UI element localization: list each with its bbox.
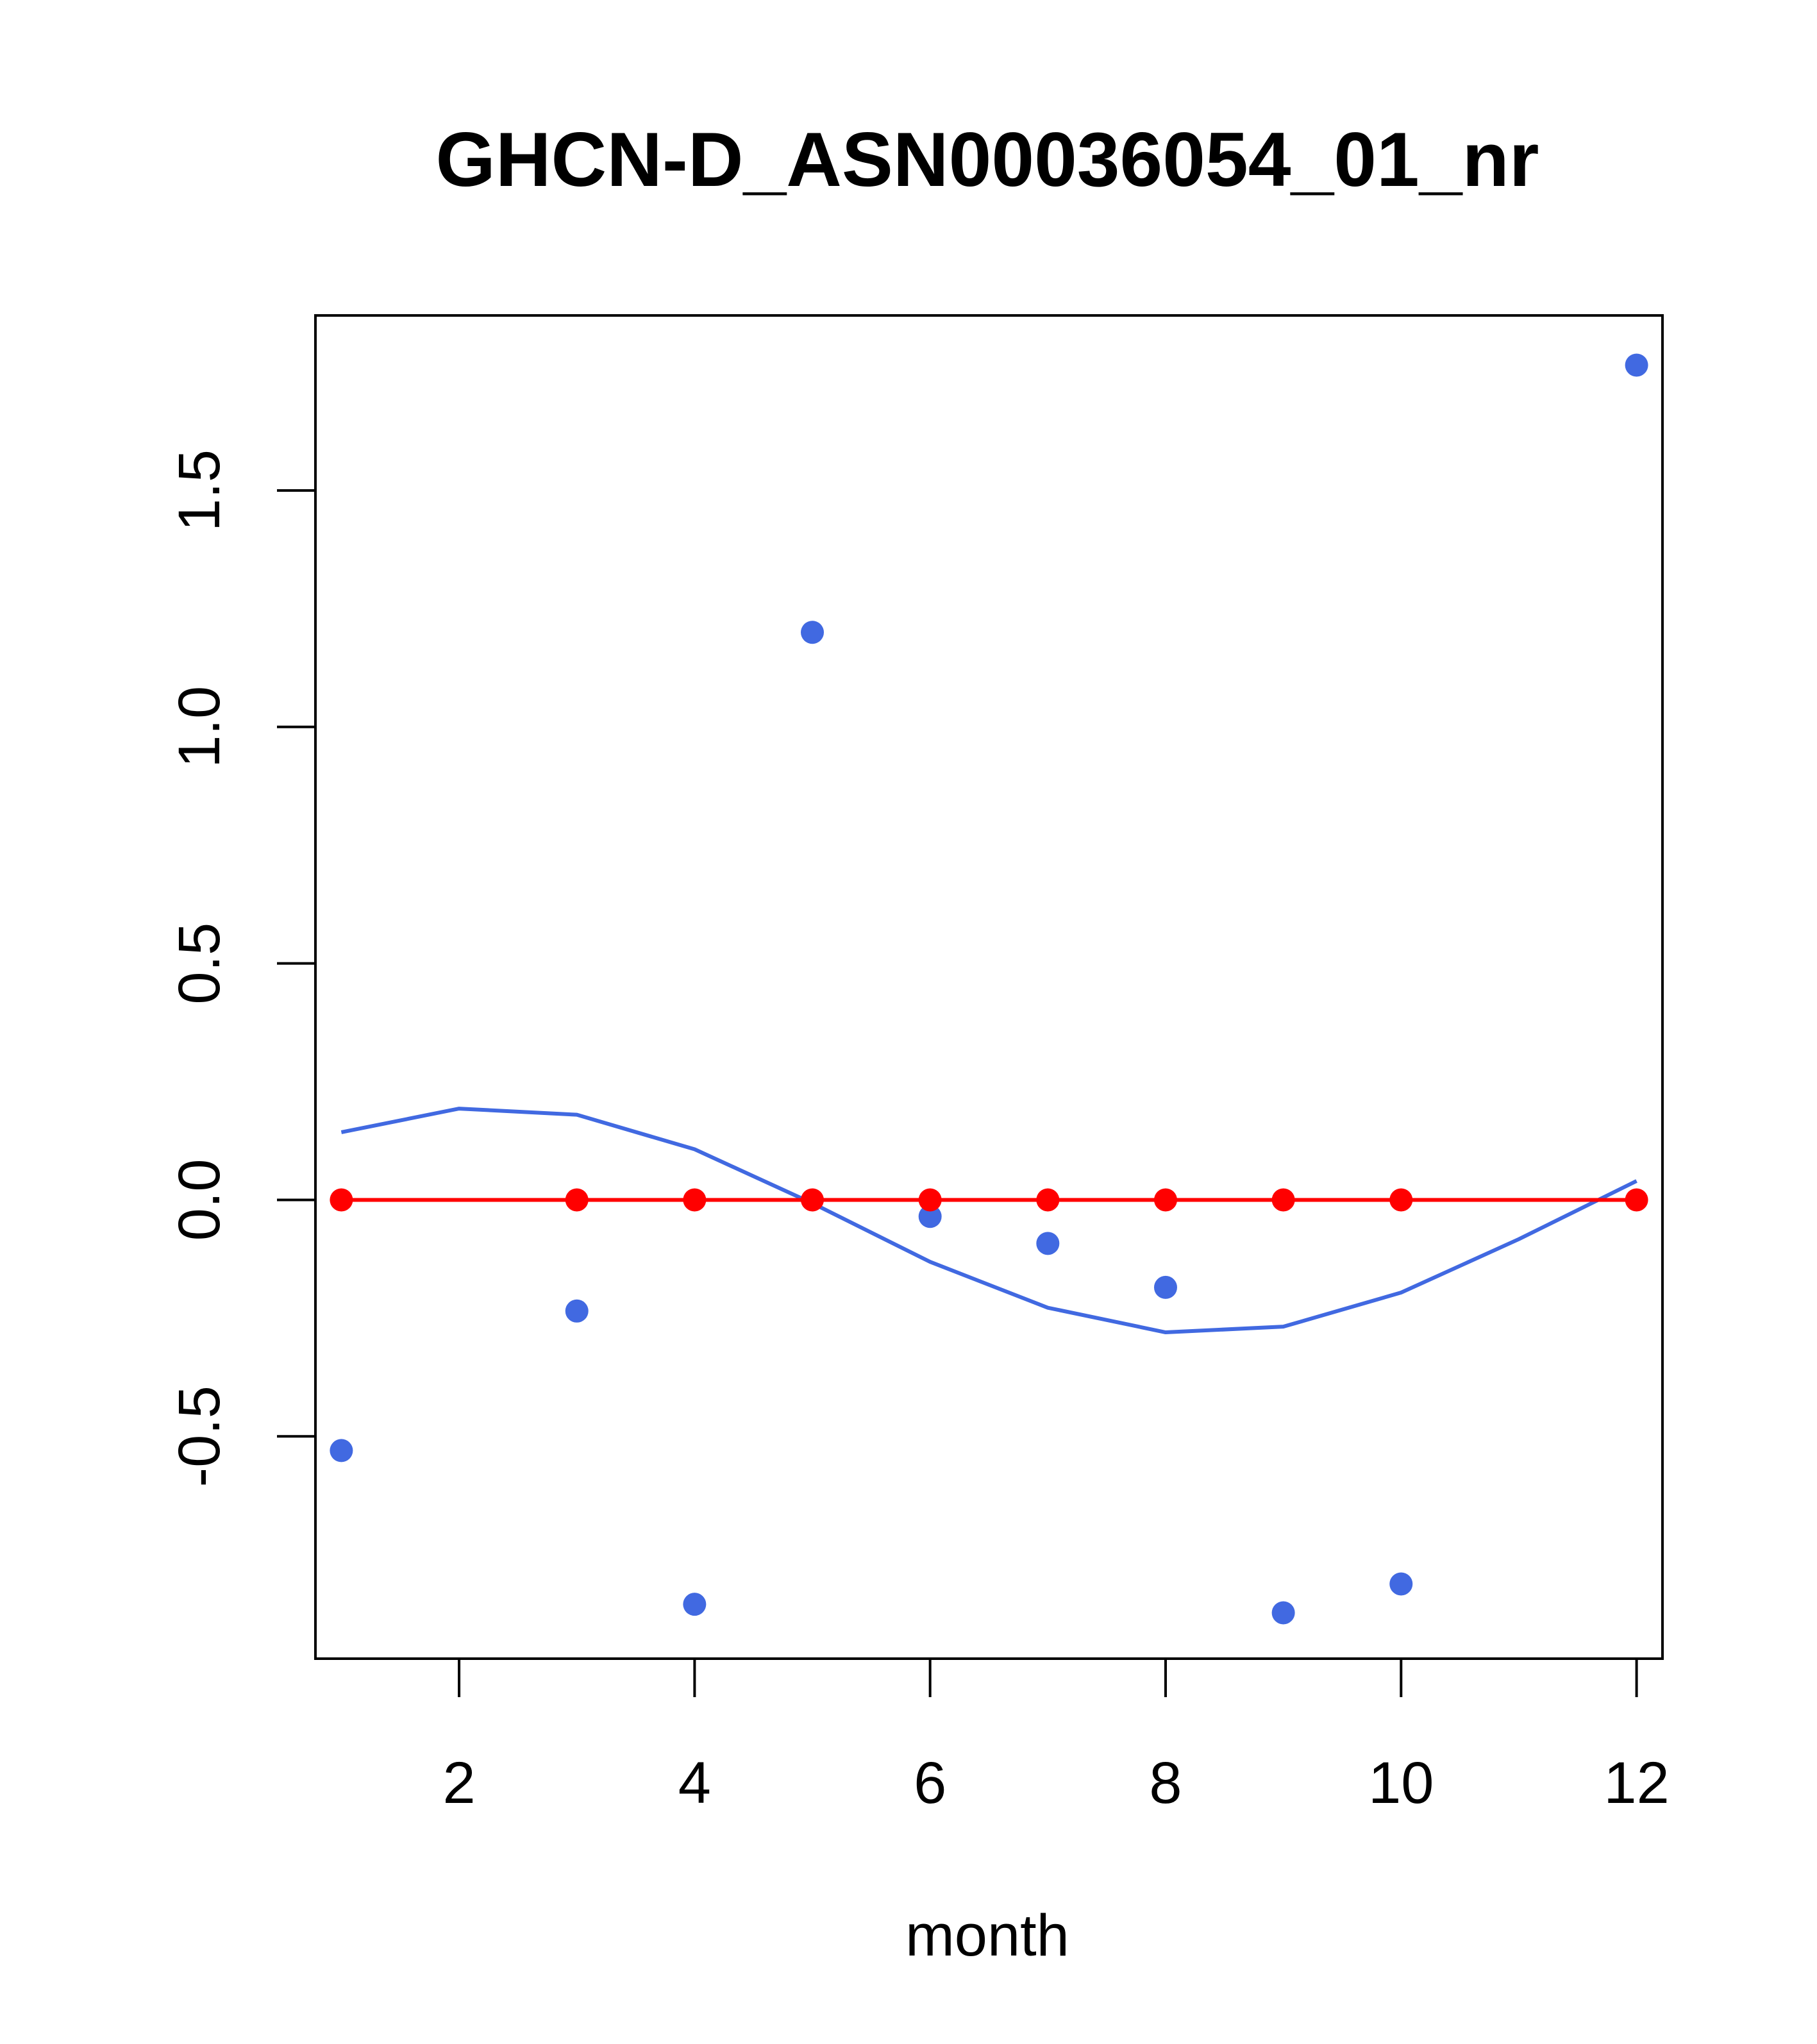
y-tick-label: -0.5	[167, 1386, 232, 1487]
y-tick-label: 1.5	[167, 449, 232, 532]
plot-area	[330, 353, 1648, 1625]
x-axis-label: month	[905, 1903, 1069, 1968]
reference-point	[330, 1188, 353, 1212]
y-tick-label: 0.0	[167, 1159, 232, 1241]
smooth-line	[340, 1107, 1637, 1335]
reference-point	[1153, 1188, 1177, 1212]
reference-point	[918, 1188, 942, 1212]
x-tick-label: 6	[914, 1750, 946, 1816]
reference-point	[801, 1188, 825, 1212]
x-tick-label: 4	[678, 1750, 711, 1816]
reference-point	[683, 1188, 707, 1212]
reference-point	[1625, 1188, 1648, 1212]
plot-frame	[314, 314, 1664, 1660]
chart-title: GHCN-D_ASN00036054_01_nr	[436, 117, 1539, 203]
data-point	[1036, 1232, 1060, 1255]
x-tick-label: 2	[442, 1750, 475, 1816]
data-point	[330, 1439, 353, 1462]
x-tick-label: 12	[1603, 1750, 1669, 1816]
data-point	[918, 1205, 942, 1228]
x-tick-label: 10	[1368, 1750, 1434, 1816]
series-0-points	[330, 353, 1648, 1625]
reference-point	[1389, 1188, 1413, 1212]
series-1-line	[340, 1107, 1637, 1335]
data-point	[1389, 1572, 1413, 1596]
y-tick-label: 0.5	[167, 923, 232, 1005]
x-tick-label: 8	[1149, 1750, 1182, 1816]
reference-point	[565, 1188, 589, 1212]
reference-point	[1036, 1188, 1060, 1212]
data-point	[1153, 1275, 1177, 1299]
data-point	[683, 1593, 707, 1616]
reference-point	[1271, 1188, 1295, 1212]
y-axis: -0.5 0.0 0.5 1.0 1.5	[167, 449, 317, 1487]
series-2-line-points	[330, 1188, 1648, 1212]
data-point	[1625, 353, 1648, 377]
data-point	[565, 1299, 589, 1323]
data-point	[1271, 1601, 1295, 1625]
x-axis: 2 4 6 8 10 12	[442, 1657, 1670, 1816]
y-tick-label: 1.0	[167, 686, 232, 768]
data-point	[801, 621, 825, 644]
